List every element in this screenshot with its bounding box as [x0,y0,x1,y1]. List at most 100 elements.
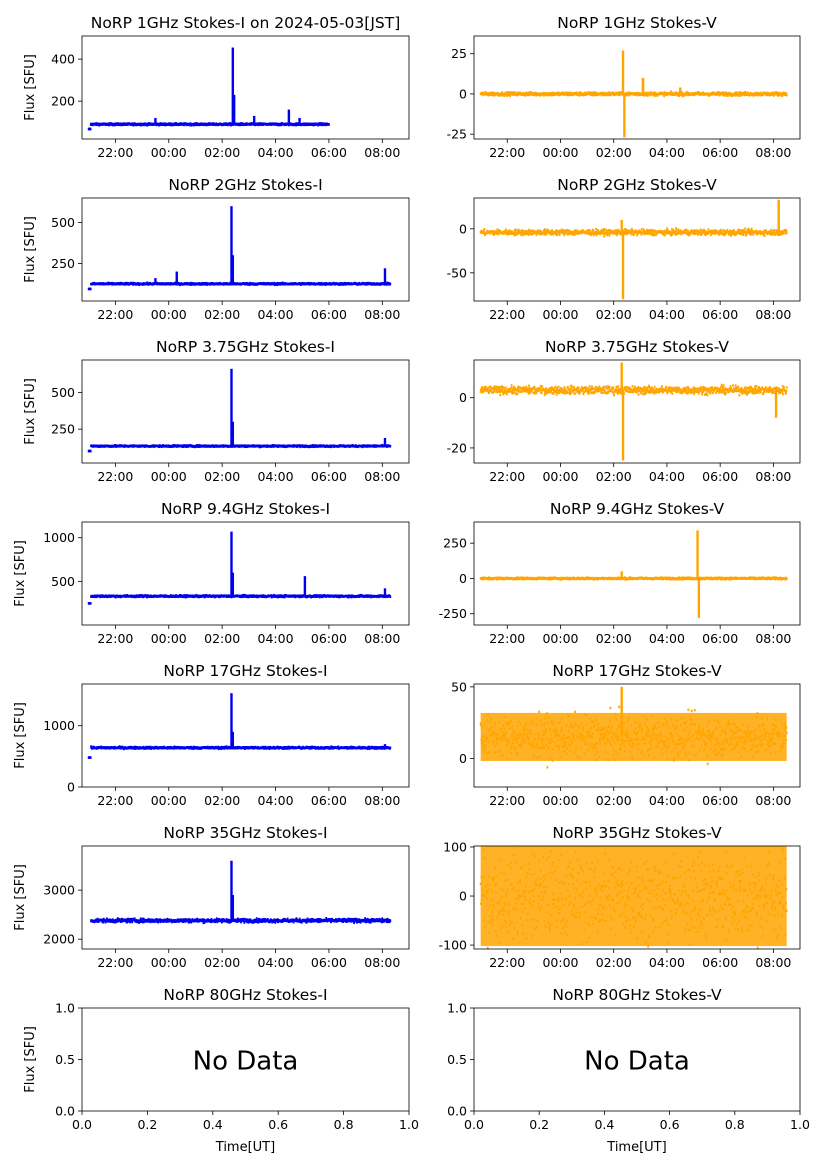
data-point [503,388,506,391]
data-point [725,232,727,235]
data-point [487,386,490,389]
data-point [604,385,607,388]
data-point [563,232,565,235]
data-point [737,228,740,232]
data-point [573,385,575,389]
data-point [774,91,777,94]
data-point [646,232,649,235]
data-point [722,91,725,94]
data-point [581,230,584,234]
data-point [592,233,595,237]
data-point [747,229,750,232]
data-point [499,393,502,397]
axes-frame [81,359,410,464]
data-point [479,390,482,394]
data-point [604,389,606,393]
data-point [555,393,558,396]
data-point [184,444,187,447]
data-point [589,232,591,235]
data-point [725,94,728,97]
subplot-1: NoRP 1GHz Stokes-I on 2024-05-03[JST]Flu… [23,14,410,160]
data-point [632,233,635,237]
data-point [608,232,611,236]
data-point [729,232,732,235]
data-point [707,228,710,231]
x-tick-label: 08:00 [364,307,400,322]
data-point [723,229,725,232]
data-point [592,229,595,232]
data-point [569,385,572,388]
data-point [517,390,520,393]
data-point [543,388,546,392]
data-point [550,387,553,391]
data-point [599,232,602,235]
data-point [617,229,620,233]
data-point [594,385,597,389]
x-tick-label: 22:00 [97,145,133,160]
data-point [686,91,689,95]
data-point [528,232,531,235]
data-point [570,391,573,395]
data-point [570,232,573,236]
data-point [634,231,637,234]
data-point [750,229,752,232]
data-point [497,94,499,97]
data-point [567,232,570,235]
data-point [552,392,555,395]
data-point [562,391,565,395]
x-tick-label: 08:00 [364,469,400,484]
data-point [739,232,741,235]
data-point [514,387,516,390]
data-point [89,127,92,131]
data-point [529,229,532,233]
data-point [543,228,545,232]
data-point [735,93,737,97]
data-point [655,92,658,96]
data-point [510,230,513,233]
data-point [589,391,591,394]
data-point [513,234,516,237]
data-point [734,233,736,237]
data-point [608,234,611,237]
data-point [766,93,768,97]
data-point [540,385,543,388]
data-point [626,229,628,233]
data-point [568,388,571,391]
data-point [89,449,92,453]
data-point [675,227,677,230]
data-point [699,228,702,231]
data-peak [383,268,387,284]
data-point [548,93,551,97]
data-point [617,228,620,232]
data-point [503,94,506,98]
data-peak [231,255,235,284]
data-point [483,385,486,389]
data-point [524,389,527,393]
data-point [504,228,507,231]
data-point [762,231,765,235]
data-point [578,392,581,395]
x-tick-label: 06:00 [702,145,738,160]
data-point [552,387,555,391]
data-point [697,231,700,234]
data-point [626,231,629,234]
data-point [499,230,502,233]
data-point [744,227,747,230]
data-peak [232,94,236,125]
data-peak [621,50,625,94]
data-point [551,229,554,232]
data-peak [287,109,291,125]
data-point [688,234,691,237]
data-point [603,229,606,232]
data-point [548,389,551,393]
data-point [785,92,788,95]
data-point [680,90,683,94]
data-point [513,93,515,96]
y-tick-label: 250 [51,422,75,437]
data-point [593,391,596,394]
data-point [563,386,566,389]
data-point [729,229,732,232]
data-point [523,230,526,234]
